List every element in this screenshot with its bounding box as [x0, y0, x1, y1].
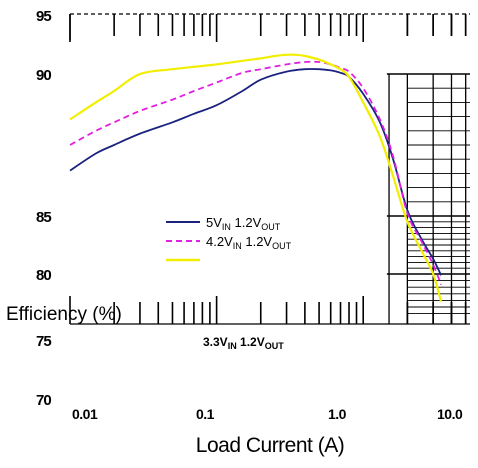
grid-layer	[70, 14, 470, 324]
y-axis-title: Efficiency (%)	[6, 304, 122, 325]
y-tick-label: 95	[36, 8, 51, 25]
x-tick-label: 0.1	[196, 406, 215, 422]
y-tick-labels: 95 90 85 80 75 70	[36, 8, 51, 409]
legend: 5VIN 1.2VOUT 4.2VIN 1.2VOUT	[160, 210, 340, 268]
x-tick-labels: 0.01 0.1 1.0 10.0	[72, 406, 463, 422]
input-voltage-annotation: 3.3VIN 1.2VOUT	[203, 335, 284, 351]
x-tick-label: 1.0	[328, 406, 347, 422]
x-tick-label: 0.01	[72, 406, 98, 422]
y-tick-label: 80	[36, 267, 51, 284]
y-tick-label: 90	[36, 67, 51, 84]
x-axis-title: Load Current (A)	[196, 434, 344, 457]
y-tick-label: 70	[36, 392, 51, 409]
y-tick-label: 85	[36, 209, 51, 226]
y-tick-label: 75	[36, 333, 51, 350]
x-tick-label: 10.0	[437, 406, 463, 422]
